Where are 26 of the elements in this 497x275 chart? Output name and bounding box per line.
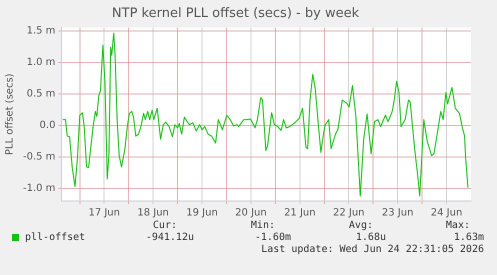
text: Last update: Wed Jun 24 22:31:05 2026 <box>261 244 484 255</box>
text: Max: <box>446 220 470 231</box>
chart-title: NTP kernel PLL offset (secs) - by week <box>112 6 360 22</box>
y-tick-label: 0.5 m <box>26 88 56 100</box>
text: -941.12u <box>146 232 194 243</box>
text: Avg: <box>348 220 373 231</box>
y-tick-label: 1.0 m <box>26 56 56 68</box>
text: -1.60m <box>254 232 291 243</box>
x-tick-label: 24 Jun <box>430 208 462 219</box>
x-tick-label: 18 Jun <box>137 208 169 219</box>
text: Min: <box>250 220 275 231</box>
x-tick-label: 19 Jun <box>186 208 218 219</box>
text: 1.68u <box>356 232 386 243</box>
y-tick-label: 1.5 m <box>26 25 56 36</box>
y-tick-label: -1.0 m <box>22 182 56 194</box>
text: Cur: <box>152 220 177 231</box>
x-tick-label: 23 Jun <box>382 208 414 219</box>
text: 1.63m <box>454 232 484 243</box>
y-tick-label: 0.0 <box>40 120 56 131</box>
x-tick-label: 20 Jun <box>235 208 267 219</box>
x-tick-label: 17 Jun <box>88 208 120 219</box>
y-axis-title: PLL offset (secs) <box>4 73 16 156</box>
x-tick-label: 21 Jun <box>284 208 316 219</box>
legend-label: pll-offset <box>25 232 86 243</box>
y-tick-label: -0.5 m <box>22 151 56 162</box>
x-tick-label: 22 Jun <box>332 208 365 219</box>
